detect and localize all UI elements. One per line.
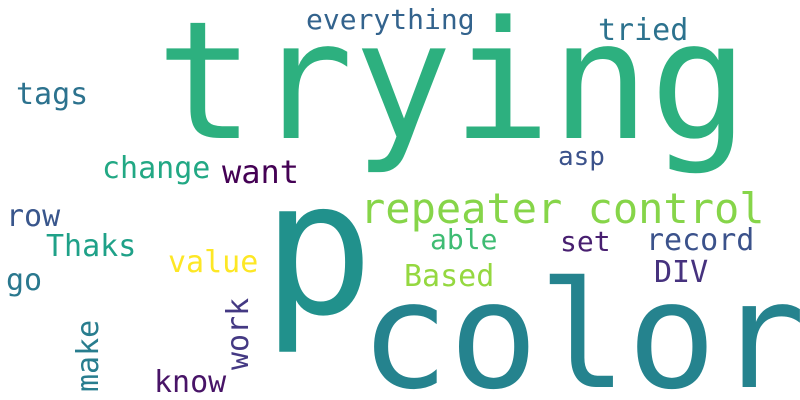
word-work: work <box>224 298 254 370</box>
word-go: go <box>6 266 42 296</box>
word-change: change <box>102 154 210 184</box>
word-know: know <box>154 368 226 398</box>
word-able: able <box>430 226 497 254</box>
word-based: Based <box>404 262 494 292</box>
word-div: DIV <box>654 258 708 288</box>
word-row: row <box>6 202 60 232</box>
word-record: record <box>646 226 754 256</box>
word-thaks: Thaks <box>46 232 136 262</box>
word-everything: everything <box>306 6 475 34</box>
word-make: make <box>74 320 104 392</box>
word-asp: asp <box>558 144 605 170</box>
word-tags: tags <box>16 80 88 110</box>
word-tried: tried <box>598 16 688 46</box>
word-value: value <box>168 248 258 278</box>
word-set: set <box>560 228 611 256</box>
word-want: want <box>222 156 299 188</box>
